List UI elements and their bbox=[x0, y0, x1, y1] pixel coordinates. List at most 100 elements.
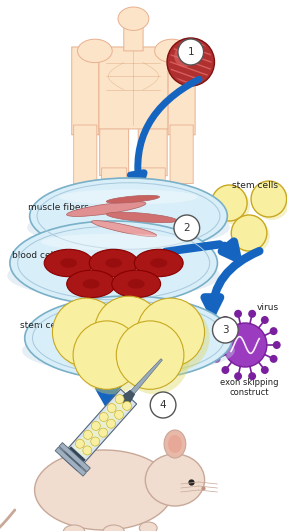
Circle shape bbox=[270, 327, 278, 335]
Circle shape bbox=[234, 310, 242, 318]
Circle shape bbox=[178, 39, 204, 65]
Ellipse shape bbox=[155, 39, 189, 63]
Circle shape bbox=[137, 298, 204, 366]
Ellipse shape bbox=[59, 190, 198, 204]
Text: exon skipping
construct: exon skipping construct bbox=[220, 378, 278, 397]
Circle shape bbox=[222, 366, 229, 374]
Ellipse shape bbox=[168, 435, 182, 453]
Circle shape bbox=[116, 321, 184, 389]
Ellipse shape bbox=[128, 279, 145, 289]
Ellipse shape bbox=[63, 525, 85, 531]
Circle shape bbox=[213, 317, 238, 343]
Circle shape bbox=[57, 303, 125, 372]
Circle shape bbox=[273, 341, 281, 349]
Ellipse shape bbox=[89, 250, 138, 277]
Circle shape bbox=[78, 326, 146, 395]
Text: virus: virus bbox=[257, 304, 279, 313]
Text: 2: 2 bbox=[184, 223, 190, 233]
Circle shape bbox=[99, 428, 108, 437]
Ellipse shape bbox=[105, 258, 122, 268]
Ellipse shape bbox=[27, 207, 230, 249]
Circle shape bbox=[261, 366, 269, 374]
Ellipse shape bbox=[164, 430, 186, 458]
Circle shape bbox=[91, 437, 100, 446]
Text: stem cells: stem cells bbox=[232, 181, 278, 190]
Circle shape bbox=[174, 215, 200, 241]
Text: 3: 3 bbox=[222, 325, 229, 335]
Circle shape bbox=[213, 355, 221, 363]
Circle shape bbox=[107, 404, 116, 413]
Ellipse shape bbox=[41, 234, 186, 251]
Ellipse shape bbox=[67, 202, 146, 217]
Polygon shape bbox=[131, 359, 162, 394]
Circle shape bbox=[95, 296, 162, 365]
Polygon shape bbox=[63, 447, 86, 469]
Ellipse shape bbox=[77, 39, 112, 63]
FancyBboxPatch shape bbox=[100, 121, 129, 176]
Text: stem cells: stem cells bbox=[20, 321, 66, 330]
Circle shape bbox=[107, 419, 115, 428]
Circle shape bbox=[254, 184, 290, 220]
Text: 1: 1 bbox=[187, 47, 194, 57]
FancyBboxPatch shape bbox=[74, 125, 97, 184]
Circle shape bbox=[248, 310, 256, 318]
Circle shape bbox=[83, 446, 92, 455]
Circle shape bbox=[223, 323, 267, 367]
FancyBboxPatch shape bbox=[102, 168, 127, 211]
Circle shape bbox=[115, 410, 124, 419]
FancyBboxPatch shape bbox=[170, 125, 193, 184]
Text: 4: 4 bbox=[160, 400, 166, 410]
Ellipse shape bbox=[7, 253, 220, 299]
Circle shape bbox=[84, 430, 92, 439]
Ellipse shape bbox=[112, 270, 161, 297]
Circle shape bbox=[234, 218, 270, 254]
Circle shape bbox=[167, 38, 215, 86]
Ellipse shape bbox=[25, 296, 232, 380]
Circle shape bbox=[215, 188, 250, 224]
FancyBboxPatch shape bbox=[138, 121, 167, 176]
FancyBboxPatch shape bbox=[168, 47, 195, 135]
Circle shape bbox=[248, 372, 256, 380]
Polygon shape bbox=[119, 390, 135, 407]
Ellipse shape bbox=[30, 178, 227, 254]
Text: blood cells: blood cells bbox=[12, 251, 60, 260]
Circle shape bbox=[99, 413, 108, 422]
Circle shape bbox=[150, 392, 176, 418]
Ellipse shape bbox=[60, 258, 77, 268]
Ellipse shape bbox=[118, 7, 149, 30]
Ellipse shape bbox=[106, 212, 177, 222]
Ellipse shape bbox=[56, 309, 201, 326]
FancyBboxPatch shape bbox=[140, 168, 165, 211]
Circle shape bbox=[251, 181, 287, 217]
Ellipse shape bbox=[44, 250, 93, 277]
Ellipse shape bbox=[139, 522, 157, 531]
Text: muscle fibers: muscle fibers bbox=[28, 203, 88, 212]
Polygon shape bbox=[61, 389, 137, 471]
Circle shape bbox=[73, 321, 141, 389]
Circle shape bbox=[174, 45, 195, 67]
Circle shape bbox=[52, 298, 120, 366]
Circle shape bbox=[121, 326, 189, 395]
Ellipse shape bbox=[145, 454, 204, 506]
Ellipse shape bbox=[83, 279, 99, 289]
Ellipse shape bbox=[91, 220, 157, 237]
Circle shape bbox=[222, 316, 229, 324]
Polygon shape bbox=[59, 442, 90, 472]
Ellipse shape bbox=[10, 221, 218, 305]
Circle shape bbox=[91, 422, 100, 431]
Circle shape bbox=[210, 341, 218, 349]
Polygon shape bbox=[73, 397, 129, 458]
Ellipse shape bbox=[150, 258, 167, 268]
Circle shape bbox=[142, 303, 210, 372]
Circle shape bbox=[261, 316, 269, 324]
Ellipse shape bbox=[134, 250, 183, 277]
Polygon shape bbox=[55, 447, 86, 476]
Circle shape bbox=[123, 401, 131, 410]
FancyBboxPatch shape bbox=[124, 28, 143, 51]
Ellipse shape bbox=[103, 525, 124, 531]
FancyBboxPatch shape bbox=[99, 47, 168, 129]
Circle shape bbox=[211, 185, 247, 221]
Circle shape bbox=[234, 372, 242, 380]
Circle shape bbox=[270, 355, 278, 363]
Circle shape bbox=[115, 395, 124, 404]
